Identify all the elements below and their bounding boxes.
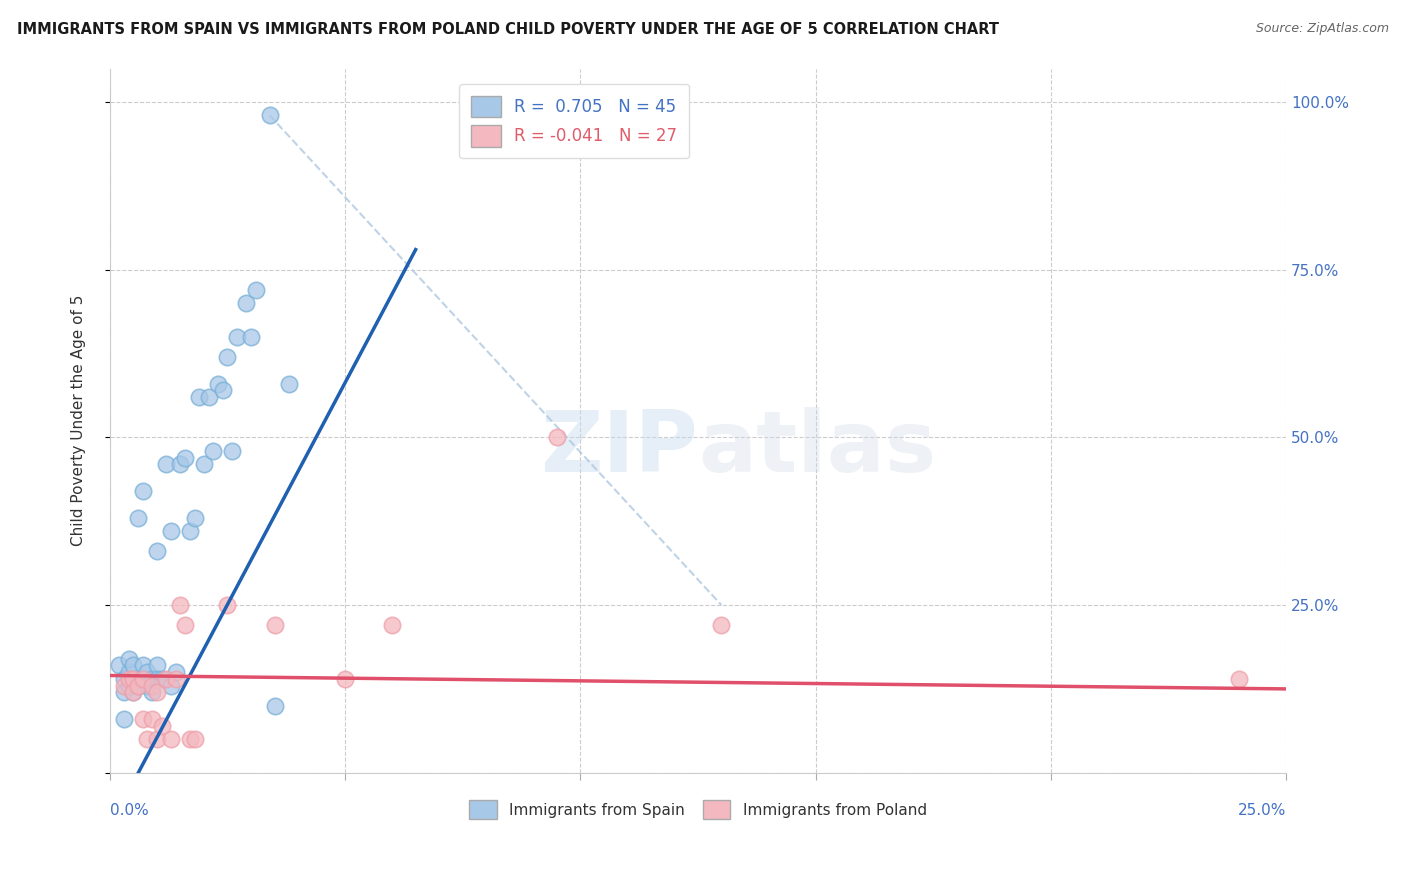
Point — [207, 376, 229, 391]
Y-axis label: Child Poverty Under the Age of 5: Child Poverty Under the Age of 5 — [72, 295, 86, 546]
Point — [118, 651, 141, 665]
Point — [122, 685, 145, 699]
Point — [710, 618, 733, 632]
Point — [245, 283, 267, 297]
Text: atlas: atlas — [697, 408, 936, 491]
Point — [235, 296, 257, 310]
Point — [118, 672, 141, 686]
Point — [127, 511, 149, 525]
Point — [333, 672, 356, 686]
Legend: Immigrants from Spain, Immigrants from Poland: Immigrants from Spain, Immigrants from P… — [463, 794, 932, 825]
Point — [112, 672, 135, 686]
Point — [155, 672, 177, 686]
Point — [381, 618, 404, 632]
Point — [136, 665, 159, 680]
Point — [150, 672, 173, 686]
Point — [225, 330, 247, 344]
Point — [141, 679, 163, 693]
Text: 0.0%: 0.0% — [110, 804, 149, 818]
Point — [217, 350, 239, 364]
Point — [211, 384, 233, 398]
Point — [240, 330, 263, 344]
Point — [197, 390, 219, 404]
Point — [118, 665, 141, 680]
Point — [150, 719, 173, 733]
Point — [160, 524, 183, 539]
Point — [146, 685, 169, 699]
Point — [160, 679, 183, 693]
Point — [146, 672, 169, 686]
Point — [179, 524, 201, 539]
Point — [132, 658, 155, 673]
Point — [127, 679, 149, 693]
Point — [174, 618, 197, 632]
Point — [112, 679, 135, 693]
Point — [179, 732, 201, 747]
Point — [1227, 672, 1250, 686]
Point — [165, 665, 187, 680]
Point — [112, 712, 135, 726]
Point — [221, 443, 243, 458]
Point — [193, 457, 215, 471]
Point — [546, 430, 568, 444]
Point — [136, 732, 159, 747]
Point — [122, 685, 145, 699]
Point — [263, 698, 285, 713]
Point — [174, 450, 197, 465]
Point — [122, 672, 145, 686]
Point — [146, 544, 169, 558]
Point — [112, 685, 135, 699]
Text: ZIP: ZIP — [540, 408, 697, 491]
Text: Source: ZipAtlas.com: Source: ZipAtlas.com — [1256, 22, 1389, 36]
Point — [183, 511, 205, 525]
Point — [160, 732, 183, 747]
Point — [169, 457, 191, 471]
Point — [132, 672, 155, 686]
Point — [127, 679, 149, 693]
Point — [132, 712, 155, 726]
Point — [141, 672, 163, 686]
Point — [217, 598, 239, 612]
Point — [122, 672, 145, 686]
Point — [165, 672, 187, 686]
Point — [155, 457, 177, 471]
Point — [146, 732, 169, 747]
Point — [263, 618, 285, 632]
Text: 25.0%: 25.0% — [1237, 804, 1286, 818]
Point — [108, 658, 131, 673]
Point — [259, 108, 281, 122]
Point — [141, 712, 163, 726]
Point — [188, 390, 211, 404]
Point — [146, 658, 169, 673]
Point — [118, 679, 141, 693]
Point — [136, 679, 159, 693]
Point — [277, 376, 299, 391]
Point — [183, 732, 205, 747]
Point — [141, 685, 163, 699]
Point — [169, 598, 191, 612]
Point — [202, 443, 225, 458]
Text: IMMIGRANTS FROM SPAIN VS IMMIGRANTS FROM POLAND CHILD POVERTY UNDER THE AGE OF 5: IMMIGRANTS FROM SPAIN VS IMMIGRANTS FROM… — [17, 22, 998, 37]
Point — [132, 484, 155, 499]
Point — [122, 658, 145, 673]
